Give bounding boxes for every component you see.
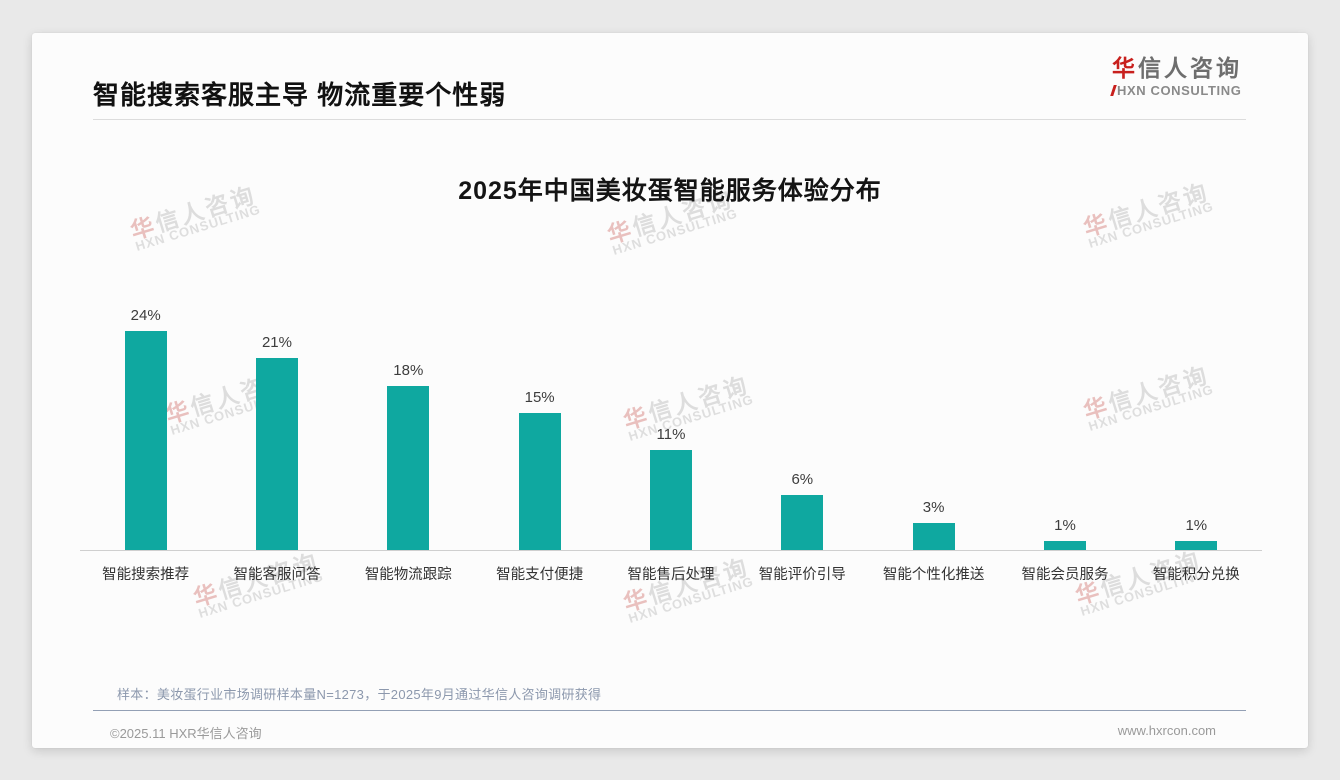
bar-value-label: 18% — [393, 362, 424, 379]
bar-slot: 24% — [80, 210, 211, 550]
bar-value-label: 21% — [261, 334, 292, 351]
header-divider — [93, 119, 1246, 120]
bar-value-label: 11% — [656, 426, 686, 443]
bar — [387, 386, 430, 550]
bar — [124, 331, 167, 550]
bar — [1043, 541, 1086, 550]
bar — [518, 413, 561, 550]
bar-value-label: 15% — [524, 389, 555, 406]
page-title: 智能搜索客服主导 物流重要个性弱 — [93, 80, 507, 110]
bar-value-label: 6% — [791, 471, 814, 488]
bar-slot: 1% — [1131, 210, 1262, 550]
bar — [781, 495, 824, 550]
x-axis-label: 智能售后处理 — [627, 567, 715, 583]
copyright-text: ©2025.11 HXR华信人咨询 — [110, 726, 262, 741]
x-axis-label: 智能会员服务 — [1021, 567, 1109, 583]
slide-card: 华信人咨询 HXN CONSULTING 华信人咨询 HXN CONSULTING 华信… — [32, 33, 1308, 748]
bar-value-label: 3% — [922, 499, 945, 516]
x-axis-labels: 智能搜索推荐 智能客服问答 智能物流跟踪 智能支付便捷 智能售后处理 智能评价引导 智能个性… — [80, 563, 1262, 584]
sample-note: 样本：美妆蛋行业市场调研样本量N=1273，于2025年9月通过华信人咨询调研获… — [117, 687, 602, 702]
x-axis-label: 智能搜索推荐 — [102, 567, 190, 583]
bar-slot: 18% — [343, 210, 474, 550]
website-text: www.hxrcon.com — [1117, 723, 1216, 738]
bar — [912, 523, 955, 550]
plot-area: 24% 21% 18% 15% 11% 6% 3% 1% 1% — [80, 210, 1262, 551]
bar-slot: 3% — [868, 210, 999, 550]
bar — [1175, 541, 1218, 550]
x-axis-label: 智能个性化推送 — [882, 567, 985, 583]
bar-slot: 1% — [999, 210, 1130, 550]
logo-red-tick-icon — [1110, 84, 1117, 96]
x-axis-label: 智能支付便捷 — [496, 567, 584, 583]
bar-value-label: 24% — [130, 307, 161, 324]
bar-slot: 15% — [474, 210, 605, 550]
bar-value-label: 1% — [1185, 517, 1208, 534]
footer-divider — [93, 710, 1246, 711]
bar-slot: 6% — [737, 210, 868, 550]
logo-english-text: HXN CONSULTING — [1110, 83, 1242, 98]
bar-slot: 21% — [211, 210, 342, 550]
bar-value-label: 1% — [1054, 517, 1076, 534]
chart-title: 2025年中国美妆蛋智能服务体验分布 — [458, 177, 882, 205]
bar — [649, 450, 692, 550]
bar — [255, 358, 298, 550]
logo-chinese-text: 华信人咨询 — [1112, 55, 1242, 81]
bar-slot: 11% — [605, 210, 736, 550]
x-axis-label: 智能物流跟踪 — [364, 567, 452, 583]
watermark: 华信人咨询 HXN CONSULTING — [190, 548, 326, 621]
company-logo: 华信人咨询 HXN CONSULTING — [1110, 55, 1242, 98]
x-axis-label: 智能评价引导 — [758, 567, 846, 583]
x-axis-label: 智能积分兑换 — [1152, 567, 1240, 583]
x-axis-label: 智能客服问答 — [233, 567, 321, 583]
